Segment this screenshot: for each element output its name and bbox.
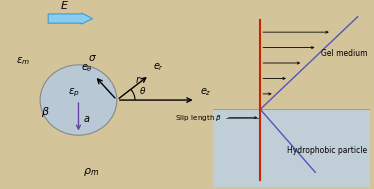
Text: $e_r$: $e_r$ [153,62,164,73]
Text: $\beta$: $\beta$ [42,105,50,119]
Text: $E$: $E$ [60,0,69,11]
Text: $\varepsilon_m$: $\varepsilon_m$ [16,55,30,67]
Text: Gel medium: Gel medium [321,49,367,58]
Text: Hydrophobic particle: Hydrophobic particle [287,146,367,155]
Bar [213,109,370,187]
Text: $\sigma$: $\sigma$ [88,53,97,63]
Text: $a$: $a$ [83,114,90,124]
Circle shape [40,65,117,135]
Text: $\varepsilon_p$: $\varepsilon_p$ [68,86,80,99]
Text: $e_z$: $e_z$ [200,86,211,98]
Text: $\theta$: $\theta$ [139,85,146,96]
FancyArrow shape [48,13,93,24]
Text: Slip length $\beta$: Slip length $\beta$ [175,113,223,123]
Text: $\rho_m$: $\rho_m$ [83,166,99,178]
Bar [213,2,370,109]
Text: $e_\theta$: $e_\theta$ [81,62,93,74]
Text: $r$: $r$ [135,74,142,85]
